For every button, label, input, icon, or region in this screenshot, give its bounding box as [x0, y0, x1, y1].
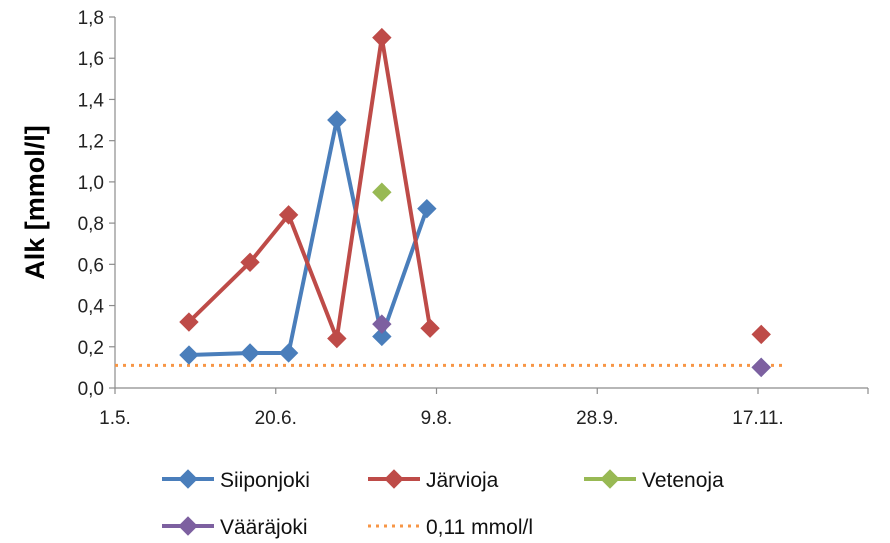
legend-marker — [178, 516, 198, 536]
series-vetenoja — [372, 182, 392, 202]
data-point — [278, 343, 299, 363]
data-point — [751, 324, 771, 345]
x-tick-label: 1.5. — [99, 408, 131, 429]
y-tick-label: 0,4 — [78, 297, 105, 318]
data-point — [372, 27, 392, 48]
series-layer — [179, 27, 771, 378]
y-tick-label: 1,8 — [78, 8, 104, 29]
data-point — [372, 314, 392, 334]
data-point — [327, 328, 347, 349]
y-tick-label: 0,0 — [78, 379, 104, 400]
legend-label: Siiponjoki — [220, 469, 310, 492]
y-tick-label: 0,6 — [78, 255, 104, 276]
x-tick-label: 20.6. — [255, 408, 297, 429]
data-point — [240, 252, 260, 272]
legend-marker — [600, 469, 620, 489]
legend-marker — [178, 469, 198, 489]
data-point — [327, 110, 347, 130]
y-tick-label: 0,8 — [78, 214, 104, 235]
legend-label: 0,11 mmol/l — [426, 516, 533, 539]
x-tick-label: 28.9. — [576, 408, 618, 429]
legend-item: Järvioja — [368, 469, 499, 492]
y-tick-label: 1,2 — [78, 132, 104, 153]
data-point — [179, 312, 199, 332]
series-vaarajoki — [372, 314, 771, 378]
x-tick-label: 9.8. — [421, 408, 453, 429]
x-tick-label: 17.11. — [732, 408, 783, 429]
y-tick-label: 0,2 — [78, 338, 104, 359]
data-point — [372, 182, 392, 202]
legend-item: 0,11 mmol/l — [368, 516, 533, 539]
data-point — [417, 198, 437, 219]
data-point — [179, 345, 199, 365]
legend-label: Vääräjoki — [220, 516, 308, 539]
legend-item: Siiponjoki — [162, 469, 310, 492]
series-line — [188, 118, 429, 357]
series-line — [187, 35, 433, 341]
y-tick-label: 1,0 — [78, 173, 104, 194]
y-tick-label: 1,4 — [78, 90, 105, 111]
legend-item: Vetenoja — [584, 469, 724, 492]
legend-layer: Siiponjoki Järvioja Vetenoja Vääräjoki 0,11 … — [162, 469, 724, 539]
data-point — [751, 357, 771, 378]
data-point — [278, 205, 299, 225]
data-point — [420, 318, 440, 338]
axes-layer: 0,0 0,2 0,4 0,6 0,8 1,0 1,2 1,4 1,6 1,8 1.5. 20.6. 9… — [20, 8, 869, 429]
series-siiponjoki — [179, 110, 771, 378]
y-tick-label: 1,6 — [78, 49, 104, 70]
legend-item: Vääräjoki — [162, 516, 308, 539]
legend-marker — [384, 469, 404, 489]
data-point — [240, 343, 260, 363]
data-point — [372, 326, 392, 347]
legend-label: Järvioja — [426, 469, 499, 492]
y-axis-title: Alk [mmol/l] — [20, 125, 50, 280]
legend-label: Vetenoja — [642, 469, 724, 492]
series-jarvioja — [179, 27, 771, 349]
